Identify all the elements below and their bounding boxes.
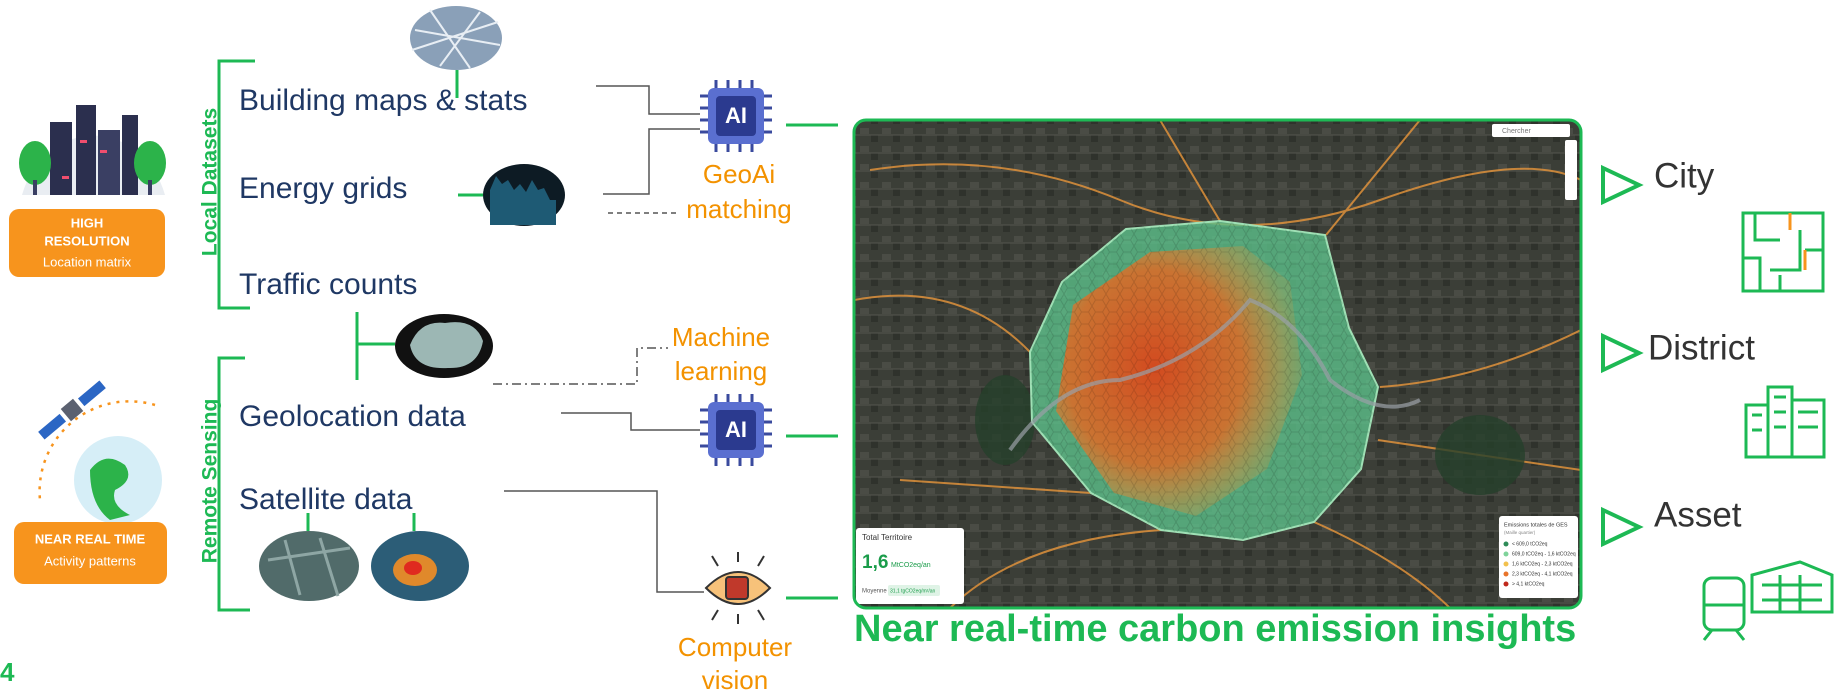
connectors-part <box>504 491 704 592</box>
legend-item: > 4,1 ktCO2eq <box>1512 581 1545 587</box>
badge-title: RESOLUTION <box>44 233 129 248</box>
legend-title: Emissions totales de GES <box>1504 522 1568 528</box>
legend-subtitle: (Maille quartier) <box>1504 530 1536 535</box>
legend-swatch <box>1504 562 1509 567</box>
chip-label: AI <box>725 417 747 442</box>
legend-swatch <box>1504 542 1509 547</box>
legend-swatch <box>1504 582 1509 587</box>
building-illustration-part <box>19 141 51 185</box>
dataset-label: Building maps & stats <box>239 84 527 117</box>
map-summary-title: Total Territoire <box>862 533 913 542</box>
dataset-label: Geolocation data <box>239 400 466 433</box>
legend-item: 2,3 ktCO2eq - 4,1 ktCO2eq <box>1512 571 1573 577</box>
connectors-part <box>603 129 700 194</box>
thumbnails-part <box>357 312 395 380</box>
scale-markers-part <box>1603 336 1639 370</box>
connectors-part <box>493 348 668 384</box>
badge-title: HIGH <box>71 215 104 230</box>
legend-swatch <box>1504 552 1509 557</box>
scale-icons <box>1704 213 1832 640</box>
dataset-label: Traffic counts <box>239 268 417 301</box>
badge-subtitle: Location matrix <box>43 254 132 269</box>
map-total: 1,6 <box>862 552 888 573</box>
map-average: 31,1 tgCO2eq/m²/an <box>890 588 936 594</box>
building-illustration-part <box>33 180 37 195</box>
badge-subtitle: Activity patterns <box>44 553 136 568</box>
building-illustration-part <box>76 105 96 195</box>
vision-icon <box>706 552 770 624</box>
legend-item: < 609,0 tCO2eq <box>1512 541 1548 547</box>
thumbnails-part <box>259 531 359 601</box>
scale-icons-part <box>1743 213 1823 291</box>
satellite-illustration <box>36 378 162 524</box>
building-illustration <box>19 105 166 195</box>
vision-icon-part <box>726 577 748 599</box>
building-illustration-part <box>148 180 152 195</box>
group-label: Local Datasets <box>199 108 222 256</box>
scale-markers <box>1603 168 1639 544</box>
connectors-part <box>561 413 700 430</box>
building-illustration-part <box>62 176 69 179</box>
connectors-part <box>786 125 838 598</box>
map-search[interactable]: Chercher <box>1502 128 1531 135</box>
method-label: GeoAi <box>703 159 775 189</box>
satellite-illustration-part-part <box>38 414 66 440</box>
group-label: Remote Sensing <box>199 399 222 564</box>
caption: Near real-time carbon emission insights <box>854 608 1576 650</box>
building-illustration-part <box>98 130 120 195</box>
dataset-label: Satellite data <box>239 483 413 516</box>
scale-label: Asset <box>1654 495 1742 534</box>
badge-title: NEAR REAL TIME <box>35 531 146 546</box>
connectors-part <box>596 86 700 114</box>
scale-icons-part <box>1790 213 1805 270</box>
scale-label: District <box>1648 328 1755 367</box>
connectors <box>493 86 838 598</box>
building-illustration-part <box>50 122 72 195</box>
method-label: Machine <box>672 322 770 352</box>
thumbnails-part <box>404 561 422 575</box>
scale-icons-part <box>1752 562 1832 612</box>
satellite-illustration-part-part <box>61 399 84 422</box>
method-label: learning <box>675 356 768 386</box>
dataset-label: Energy grids <box>239 172 407 205</box>
legend-item: 609,0 tCO2eq - 1,6 ktCO2eq <box>1512 551 1576 557</box>
building-illustration-part <box>134 141 166 185</box>
building-illustration-part <box>80 140 87 143</box>
map-unit: MtCO2eq/an <box>891 562 931 569</box>
map-average-label: Moyenne <box>862 589 887 595</box>
scale-label: City <box>1654 156 1715 195</box>
scale-icons-part <box>1704 605 1744 640</box>
satellite-illustration-part <box>36 378 108 442</box>
diagram: HIGH RESOLUTION Location matrix NEAR REA… <box>0 0 1839 697</box>
legend-item: 1,6 ktCO2eq - 2,3 ktCO2eq <box>1512 561 1573 567</box>
map <box>854 120 1581 608</box>
method-label: Computer <box>678 632 792 662</box>
legend-swatch <box>1504 572 1509 577</box>
scale-markers-part <box>1603 168 1639 202</box>
map-part <box>1565 140 1577 200</box>
page-number: 4 <box>0 657 15 687</box>
building-illustration-part <box>100 150 107 153</box>
method-label: matching <box>686 194 792 224</box>
method-label: vision <box>702 665 768 695</box>
map-part <box>1435 415 1525 495</box>
satellite-illustration-part-part <box>78 380 106 406</box>
map-part <box>975 375 1035 465</box>
scale-markers-part <box>1603 510 1639 544</box>
chip-label: AI <box>725 103 747 128</box>
